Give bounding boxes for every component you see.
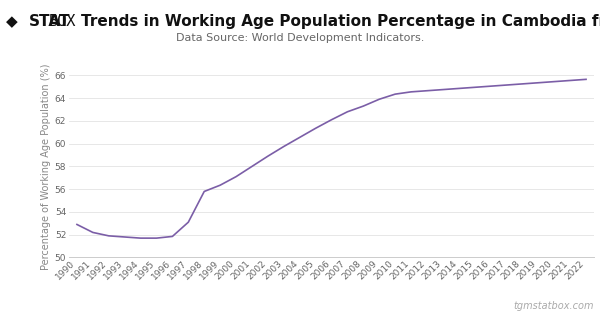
Text: ◆: ◆ <box>6 14 18 29</box>
Text: tgmstatbox.com: tgmstatbox.com <box>514 301 594 311</box>
Text: STAT: STAT <box>29 14 70 29</box>
Text: BOX: BOX <box>49 14 77 29</box>
Y-axis label: Percentage of Working Age Population (%): Percentage of Working Age Population (%) <box>41 63 50 270</box>
Text: Data Source: World Development Indicators.: Data Source: World Development Indicator… <box>176 33 424 43</box>
Text: Trends in Working Age Population Percentage in Cambodia from 1990 to 2022: Trends in Working Age Population Percent… <box>81 14 600 29</box>
